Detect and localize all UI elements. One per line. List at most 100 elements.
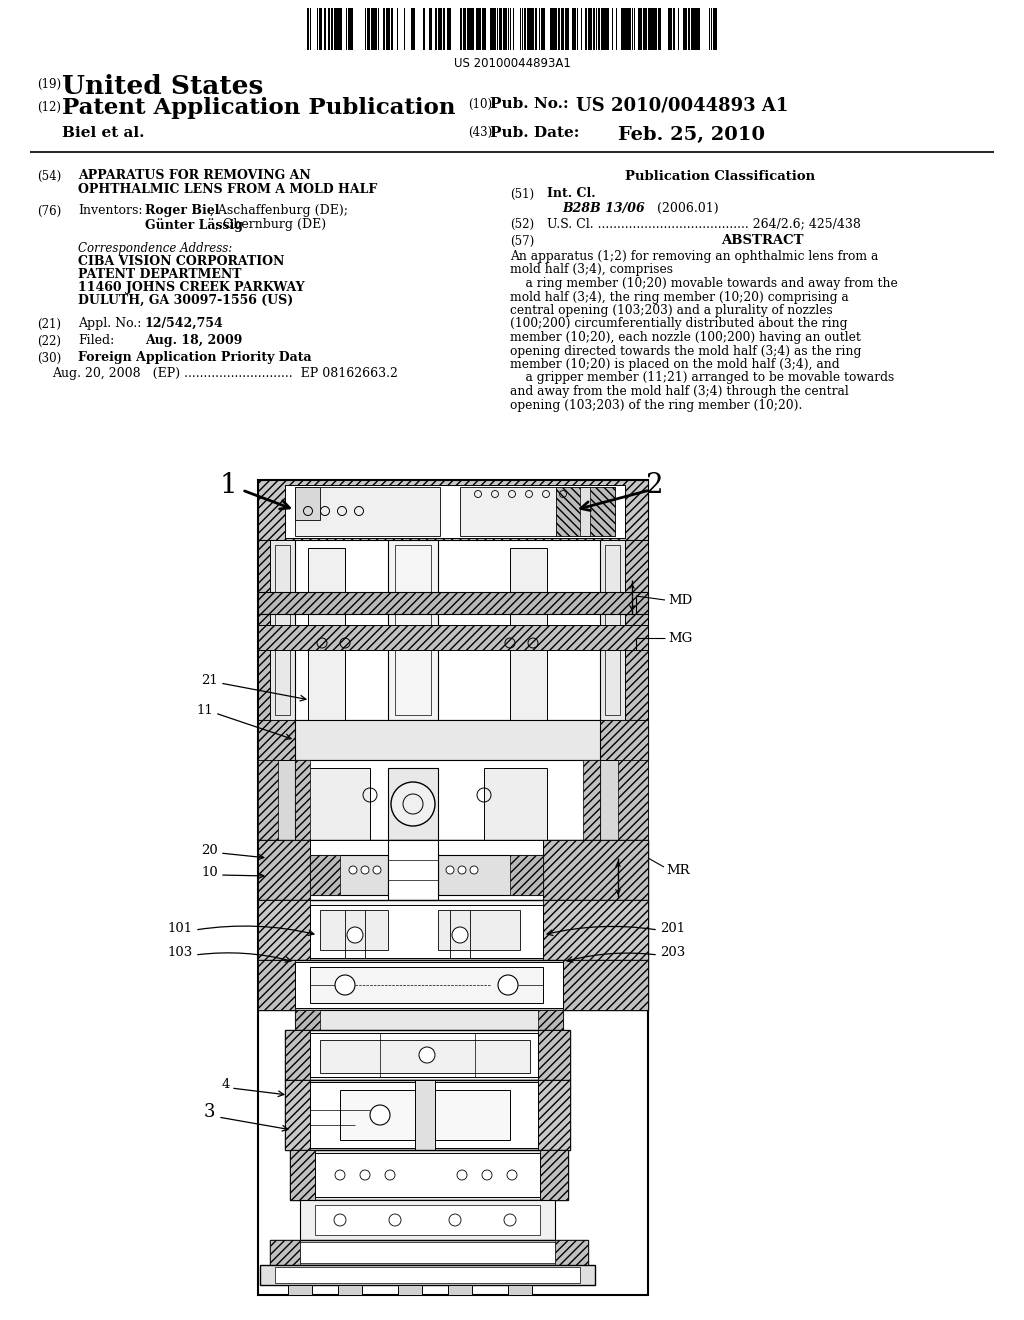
Bar [258, 760, 278, 855]
Bar [605, 8, 609, 50]
Bar [388, 540, 438, 719]
Text: Pub. No.:: Pub. No.: [490, 96, 568, 111]
Text: MD: MD [668, 594, 692, 606]
Circle shape [449, 1214, 461, 1226]
Bar [258, 480, 648, 1295]
Bar [638, 8, 642, 50]
Text: OPHTHALMIC LENS FROM A MOLD HALF: OPHTHALMIC LENS FROM A MOLD HALF [78, 183, 377, 195]
Bar [438, 8, 441, 50]
Bar [648, 8, 651, 50]
Bar [285, 484, 625, 539]
Bar [556, 487, 580, 536]
Text: Correspondence Address:: Correspondence Address: [78, 242, 232, 255]
Bar [449, 1284, 472, 1295]
Circle shape [360, 1170, 370, 1180]
Bar [510, 855, 543, 895]
Text: (54): (54) [37, 170, 61, 183]
Text: U.S. Cl. ....................................... 264/2.6; 425/438: U.S. Cl. ...............................… [547, 216, 861, 230]
Bar [538, 1080, 570, 1150]
Bar [476, 8, 478, 50]
Bar [324, 8, 326, 50]
Text: CIBA VISION CORPORATION: CIBA VISION CORPORATION [78, 255, 285, 268]
Bar [395, 545, 431, 715]
Text: Filed:: Filed: [78, 334, 115, 347]
Bar [554, 8, 557, 50]
Text: Publication Classification: Publication Classification [625, 170, 815, 183]
Bar [621, 8, 623, 50]
Text: Günter Lässig: Günter Lässig [145, 218, 243, 232]
Bar [367, 8, 369, 50]
Bar [307, 8, 309, 50]
Text: 11460 JOHNS CREEK PARKWAY: 11460 JOHNS CREEK PARKWAY [78, 281, 304, 294]
Text: B28B 13/06: B28B 13/06 [562, 202, 645, 215]
Bar [600, 540, 648, 719]
Text: Patent Application Publication: Patent Application Publication [62, 96, 456, 119]
Bar [556, 487, 615, 536]
Text: (76): (76) [37, 205, 61, 218]
Bar [627, 8, 631, 50]
Bar [535, 8, 537, 50]
Bar [655, 8, 657, 50]
Bar [460, 487, 615, 536]
Bar [600, 760, 648, 855]
Bar [295, 760, 600, 840]
Circle shape [385, 1170, 395, 1180]
Bar [391, 8, 393, 50]
Text: (52): (52) [510, 218, 535, 231]
Text: 12/542,754: 12/542,754 [145, 317, 224, 330]
Text: 11: 11 [197, 704, 213, 717]
Text: US 20100044893A1: US 20100044893A1 [454, 57, 570, 70]
Bar [605, 545, 620, 715]
Bar [315, 1152, 540, 1197]
Text: Biel et al.: Biel et al. [62, 125, 144, 140]
Bar [463, 8, 466, 50]
Bar [472, 8, 474, 50]
Text: (10): (10) [468, 98, 493, 111]
Bar [643, 8, 647, 50]
Text: 2: 2 [645, 473, 663, 499]
Bar [411, 8, 415, 50]
Bar [583, 760, 600, 840]
Bar [565, 8, 569, 50]
Text: 103: 103 [168, 945, 193, 958]
Text: (12): (12) [37, 102, 61, 114]
Bar [338, 1284, 362, 1295]
Bar [290, 1150, 315, 1200]
Bar [319, 1040, 530, 1073]
Bar [258, 591, 648, 614]
Text: Pub. Date:: Pub. Date: [490, 125, 580, 140]
Bar [590, 487, 615, 536]
Bar [468, 8, 472, 50]
Circle shape [389, 1214, 401, 1226]
Text: (19): (19) [37, 78, 61, 91]
Text: mold half (3;4), the ring member (10;20) comprising a: mold half (3;4), the ring member (10;20)… [510, 290, 849, 304]
Bar [295, 760, 310, 840]
Bar [328, 8, 330, 50]
Bar [371, 8, 373, 50]
Circle shape [457, 1170, 467, 1180]
Bar [460, 8, 462, 50]
Bar [555, 1239, 588, 1265]
Bar [697, 8, 700, 50]
Bar [713, 8, 717, 50]
Bar [691, 8, 695, 50]
Bar [310, 968, 543, 1003]
Bar [438, 909, 520, 950]
Text: APPARATUS FOR REMOVING AN: APPARATUS FOR REMOVING AN [78, 169, 310, 182]
Bar [295, 1010, 319, 1030]
Bar [482, 8, 486, 50]
Bar [443, 8, 445, 50]
Bar [348, 8, 351, 50]
Circle shape [498, 975, 518, 995]
Bar [295, 1010, 563, 1030]
Text: a ring member (10;20) movable towards and away from the: a ring member (10;20) movable towards an… [510, 277, 898, 290]
Text: Appl. No.:: Appl. No.: [78, 317, 141, 330]
Text: 20: 20 [202, 845, 218, 858]
Bar [258, 840, 648, 900]
Bar [258, 760, 295, 855]
Bar [492, 8, 496, 50]
Circle shape [373, 866, 381, 874]
Bar [310, 1034, 538, 1077]
Text: DULUTH, GA 30097-1556 (US): DULUTH, GA 30097-1556 (US) [78, 294, 293, 308]
Bar [543, 900, 648, 960]
